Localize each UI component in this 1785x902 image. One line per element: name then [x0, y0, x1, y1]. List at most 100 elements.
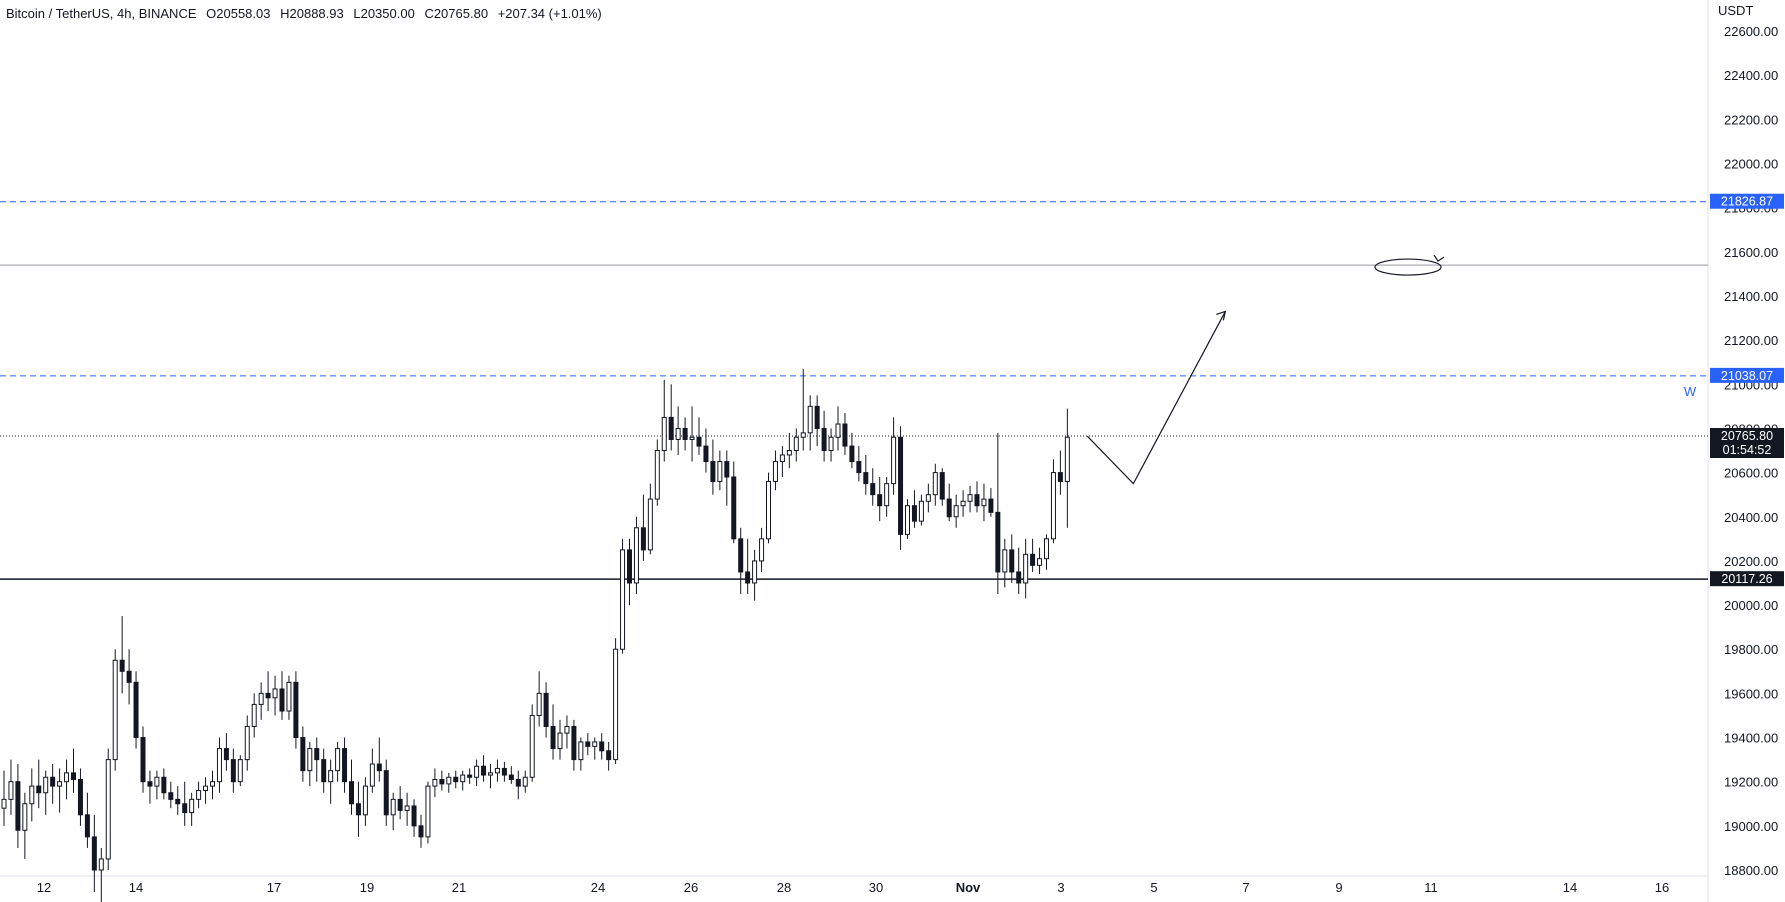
- candle-body[interactable]: [112, 659, 118, 761]
- candle-body[interactable]: [905, 505, 910, 535]
- candle-body[interactable]: [237, 759, 243, 783]
- symbol-name[interactable]: Bitcoin / TetherUS, 4h, BINANCE: [6, 6, 197, 21]
- candle-body[interactable]: [71, 772, 76, 780]
- candle-body[interactable]: [1050, 472, 1056, 540]
- candle-body[interactable]: [1, 798, 7, 809]
- candle-body[interactable]: [84, 814, 90, 838]
- candle-body[interactable]: [1023, 553, 1029, 584]
- currency-label[interactable]: USDT: [1718, 3, 1754, 18]
- candle-body[interactable]: [98, 858, 104, 871]
- candle-body[interactable]: [15, 781, 21, 831]
- candle-body[interactable]: [633, 527, 639, 584]
- candle-body[interactable]: [43, 776, 49, 794]
- candle-body[interactable]: [786, 450, 792, 456]
- candle-body[interactable]: [439, 778, 445, 785]
- candle-body[interactable]: [446, 776, 452, 785]
- candle-body[interactable]: [133, 681, 139, 739]
- candle-body[interactable]: [647, 498, 653, 551]
- candle-body[interactable]: [321, 759, 327, 783]
- candle-body[interactable]: [654, 450, 660, 500]
- candle-body[interactable]: [766, 480, 771, 540]
- candle-body[interactable]: [967, 494, 973, 502]
- candle-body[interactable]: [488, 772, 493, 776]
- candle-body[interactable]: [578, 741, 584, 761]
- candle-body[interactable]: [119, 659, 125, 672]
- candle-body[interactable]: [369, 763, 375, 787]
- candle-body[interactable]: [891, 436, 897, 485]
- candle-body[interactable]: [1009, 549, 1015, 573]
- candle-body[interactable]: [529, 714, 535, 778]
- candle-body[interactable]: [800, 432, 806, 438]
- candle-body[interactable]: [821, 427, 827, 452]
- candle-body[interactable]: [244, 725, 250, 761]
- candle-body[interactable]: [314, 748, 320, 761]
- candle-body[interactable]: [64, 772, 70, 783]
- candle-body[interactable]: [731, 476, 737, 540]
- candle-body[interactable]: [390, 798, 396, 816]
- candle-body[interactable]: [460, 774, 466, 783]
- candle-body[interactable]: [571, 725, 577, 761]
- candle-body[interactable]: [272, 688, 278, 699]
- candle-body[interactable]: [675, 427, 681, 440]
- candle-body[interactable]: [613, 648, 619, 761]
- candle-body[interactable]: [564, 725, 570, 734]
- candle-body[interactable]: [362, 785, 368, 816]
- candle-body[interactable]: [29, 785, 35, 805]
- candle-body[interactable]: [501, 767, 507, 776]
- candle-body[interactable]: [849, 445, 855, 463]
- candle-body[interactable]: [258, 692, 264, 705]
- candle-body[interactable]: [995, 511, 1001, 573]
- candle-body[interactable]: [175, 798, 181, 805]
- candle-body[interactable]: [988, 498, 994, 513]
- candle-body[interactable]: [397, 798, 403, 811]
- candle-body[interactable]: [932, 472, 938, 496]
- candle-body[interactable]: [36, 785, 42, 794]
- candle-body[interactable]: [1044, 538, 1049, 560]
- cycle-drawing[interactable]: [1374, 258, 1442, 276]
- candle-body[interactable]: [606, 750, 612, 761]
- candle-body[interactable]: [216, 748, 222, 783]
- candle-body[interactable]: [494, 767, 500, 774]
- candle-body[interactable]: [126, 670, 132, 683]
- candle-body[interactable]: [620, 549, 626, 650]
- candle-body[interactable]: [724, 461, 730, 478]
- candle-body[interactable]: [376, 763, 382, 772]
- candle-body[interactable]: [50, 776, 56, 787]
- candle-body[interactable]: [627, 549, 632, 584]
- candle-body[interactable]: [668, 416, 674, 440]
- candle-body[interactable]: [689, 436, 695, 440]
- candle-body[interactable]: [432, 778, 438, 787]
- candle-body[interactable]: [349, 781, 354, 805]
- candle-body[interactable]: [1064, 436, 1070, 482]
- candle-body[interactable]: [265, 692, 271, 699]
- candle-body[interactable]: [960, 500, 966, 507]
- candle-body[interactable]: [779, 454, 785, 463]
- candle-body[interactable]: [550, 725, 556, 750]
- candle-body[interactable]: [925, 494, 931, 502]
- candle-body[interactable]: [182, 803, 188, 814]
- candle-body[interactable]: [481, 765, 487, 776]
- candle-body[interactable]: [57, 781, 63, 787]
- candle-body[interactable]: [467, 774, 473, 778]
- candle-body[interactable]: [508, 774, 514, 780]
- candle-body[interactable]: [640, 527, 646, 551]
- candle-body[interactable]: [745, 571, 751, 584]
- candle-body[interactable]: [918, 500, 924, 522]
- candle-body[interactable]: [981, 498, 987, 507]
- candle-body[interactable]: [592, 741, 598, 747]
- candle-body[interactable]: [383, 770, 389, 816]
- candle-body[interactable]: [1030, 553, 1036, 566]
- candle-body[interactable]: [738, 538, 744, 573]
- candle-body[interactable]: [863, 472, 869, 485]
- candle-body[interactable]: [884, 483, 890, 507]
- candle-body[interactable]: [828, 436, 834, 452]
- candle-body[interactable]: [251, 703, 257, 727]
- projection-drawing[interactable]: [1086, 311, 1226, 485]
- candle-body[interactable]: [223, 748, 229, 761]
- candle-body[interactable]: [710, 461, 716, 482]
- candle-body[interactable]: [793, 436, 799, 452]
- candle-body[interactable]: [77, 778, 83, 816]
- candle-body[interactable]: [189, 798, 195, 814]
- candle-body[interactable]: [342, 748, 348, 783]
